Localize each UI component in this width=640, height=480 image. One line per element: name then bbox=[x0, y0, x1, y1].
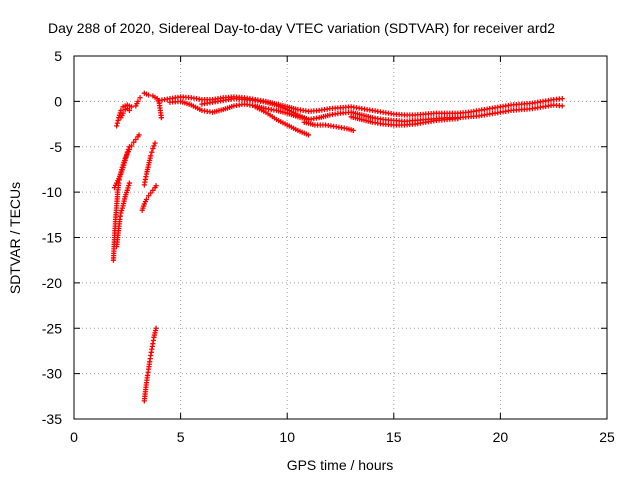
y-tick-label: 5 bbox=[54, 48, 62, 64]
data-point bbox=[118, 210, 124, 216]
data-point bbox=[123, 155, 129, 161]
data-point bbox=[146, 193, 152, 199]
data-point bbox=[135, 98, 141, 104]
data-point bbox=[153, 325, 159, 331]
data-point bbox=[120, 110, 126, 116]
x-tick-label: 15 bbox=[386, 429, 402, 445]
data-point bbox=[559, 103, 565, 109]
data-point bbox=[133, 136, 139, 143]
x-tick-label: 20 bbox=[493, 429, 509, 445]
data-point bbox=[125, 185, 131, 191]
x-tick-label: 5 bbox=[177, 429, 185, 445]
data-point bbox=[128, 104, 135, 110]
data-point bbox=[146, 92, 152, 98]
y-tick-label: -30 bbox=[42, 366, 62, 382]
x-tick-label: 10 bbox=[279, 429, 295, 445]
data-point bbox=[121, 160, 128, 166]
y-tick-label: -20 bbox=[42, 275, 62, 291]
x-tick-label: 25 bbox=[599, 429, 615, 445]
data-point bbox=[149, 149, 155, 155]
y-tick-labels: 5 0 -5 -10 -15 -20 -25 -30 -35 bbox=[42, 48, 62, 427]
data-point bbox=[125, 146, 131, 153]
data-point bbox=[131, 139, 137, 145]
data-point bbox=[153, 183, 159, 189]
data-point bbox=[119, 205, 125, 211]
data-point bbox=[126, 180, 133, 186]
data-point bbox=[114, 123, 120, 129]
data-point bbox=[152, 140, 158, 146]
y-tick-label: -10 bbox=[42, 184, 62, 200]
data-point bbox=[151, 143, 157, 149]
data-point bbox=[123, 152, 130, 158]
data-point bbox=[136, 132, 142, 138]
data-point bbox=[148, 190, 154, 196]
data-point bbox=[115, 117, 121, 124]
data-point bbox=[126, 107, 133, 114]
data-point bbox=[120, 165, 126, 171]
x-tick-labels: 0 5 10 15 20 25 bbox=[70, 429, 615, 445]
data-point bbox=[124, 149, 130, 155]
data-point bbox=[455, 116, 461, 122]
data-point bbox=[126, 144, 133, 150]
y-tick-label: 0 bbox=[54, 93, 62, 109]
data-point bbox=[119, 207, 125, 214]
data-point bbox=[121, 162, 127, 168]
x-axis-label: GPS time / hours bbox=[287, 457, 394, 473]
data-point bbox=[305, 132, 312, 138]
data-point bbox=[150, 145, 156, 152]
data-points bbox=[110, 90, 565, 404]
data-point bbox=[143, 196, 150, 202]
x-tick-label: 0 bbox=[70, 429, 78, 445]
y-tick-label: -5 bbox=[50, 139, 63, 155]
data-point bbox=[158, 115, 165, 121]
data-point bbox=[122, 157, 128, 163]
data-point bbox=[150, 187, 156, 193]
y-axis-label: SDTVAR / TECUs bbox=[7, 182, 23, 294]
data-point bbox=[350, 127, 356, 134]
y-tick-label: -15 bbox=[42, 230, 62, 246]
data-point bbox=[126, 182, 132, 189]
plot-frame bbox=[73, 55, 608, 420]
data-point bbox=[559, 96, 565, 102]
data-point bbox=[114, 120, 120, 126]
data-point bbox=[124, 187, 130, 193]
y-tick-label: -25 bbox=[42, 320, 62, 336]
chart-title: Day 288 of 2020, Sidereal Day-to-day VTE… bbox=[48, 20, 555, 36]
data-point bbox=[148, 153, 154, 159]
data-point bbox=[137, 95, 143, 101]
data-point bbox=[118, 107, 124, 114]
y-tick-label: -35 bbox=[42, 411, 62, 427]
